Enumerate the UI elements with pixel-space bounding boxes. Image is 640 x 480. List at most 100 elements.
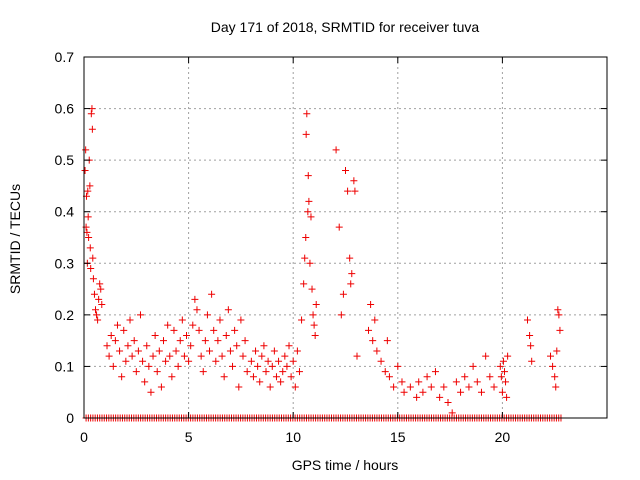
data-point (427, 383, 435, 391)
data-point (98, 301, 106, 309)
data-point (277, 378, 285, 386)
data-point (134, 347, 142, 355)
data-point (440, 383, 448, 391)
data-point (83, 228, 91, 236)
data-point (423, 373, 431, 381)
data-point (96, 280, 104, 288)
data-point (103, 342, 111, 350)
data-point (390, 383, 398, 391)
data-point (283, 362, 291, 370)
data-point (94, 316, 102, 324)
data-point (174, 362, 182, 370)
x-axis-label: GPS time / hours (292, 457, 399, 473)
data-point (252, 347, 260, 355)
data-point (500, 368, 508, 376)
data-point (477, 388, 485, 396)
data-point (178, 316, 186, 324)
data-point (214, 337, 222, 345)
data-point (281, 352, 289, 360)
data-point (126, 316, 134, 324)
data-point (268, 362, 276, 370)
data-point (93, 311, 101, 319)
x-tick-labels: 0 5 10 15 20 (80, 429, 510, 445)
data-point (309, 311, 317, 319)
data-point (302, 234, 310, 241)
data-point (307, 213, 315, 221)
data-point (524, 316, 532, 324)
data-point (157, 383, 165, 391)
data-point (308, 285, 316, 293)
data-point (444, 399, 452, 407)
data-point (201, 337, 209, 345)
data-point (311, 331, 319, 339)
data-point (385, 373, 393, 381)
data-point (84, 187, 92, 195)
data-point (498, 388, 506, 396)
data-point (86, 244, 94, 252)
data-point (166, 352, 174, 360)
data-point (383, 337, 391, 345)
data-point (289, 357, 297, 365)
data-point (332, 146, 340, 154)
data-point (367, 301, 375, 309)
y-tick-label: 0.5 (55, 152, 75, 168)
data-point (553, 347, 561, 355)
data-point (256, 378, 264, 386)
data-point (82, 146, 90, 154)
data-point (122, 357, 130, 365)
data-point (249, 373, 257, 381)
data-point (337, 311, 345, 319)
data-point (371, 316, 379, 324)
data-point (88, 125, 96, 133)
data-point (339, 290, 347, 298)
data-point (222, 331, 230, 339)
data-point (118, 373, 126, 381)
data-point (419, 388, 427, 396)
data-point (176, 337, 184, 345)
x-tick-label: 0 (80, 429, 88, 445)
y-axis-label: SRMTID / TECUs (7, 184, 23, 294)
data-point (86, 182, 94, 190)
data-point (191, 295, 199, 303)
data-point (247, 357, 255, 365)
data-point (502, 378, 510, 386)
data-point (490, 383, 498, 391)
data-point (170, 326, 178, 334)
data-point (136, 311, 144, 319)
data-point (272, 373, 280, 381)
data-point (243, 368, 251, 376)
data-point (105, 352, 113, 360)
x-tick-label: 10 (285, 429, 301, 445)
data-point (199, 368, 207, 376)
data-point (97, 285, 105, 293)
x-tick-label: 5 (185, 429, 193, 445)
data-point (162, 357, 170, 365)
data-point (241, 337, 249, 345)
data-point (291, 383, 299, 391)
data-point (344, 187, 352, 195)
data-point (109, 362, 117, 370)
data-point (305, 197, 313, 205)
data-point (306, 259, 314, 267)
data-point (499, 357, 507, 365)
data-point (233, 342, 241, 350)
data-point (139, 357, 147, 365)
data-point (210, 326, 218, 334)
data-point (301, 254, 309, 262)
data-point (180, 352, 188, 360)
data-point (262, 368, 270, 376)
data-point (95, 295, 103, 303)
data-point (496, 362, 504, 370)
data-point (155, 347, 163, 355)
data-point (287, 373, 295, 381)
data-point (527, 342, 535, 350)
data-point (547, 352, 555, 360)
data-point (335, 223, 343, 231)
data-point (555, 311, 563, 319)
data-point (365, 326, 373, 334)
data-point (120, 326, 128, 334)
data-point (87, 110, 95, 118)
data-point (147, 388, 155, 396)
data-point (312, 301, 320, 309)
data-point (193, 306, 201, 314)
